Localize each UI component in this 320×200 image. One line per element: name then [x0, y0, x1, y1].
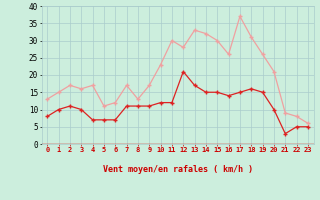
- X-axis label: Vent moyen/en rafales ( km/h ): Vent moyen/en rafales ( km/h ): [103, 165, 252, 174]
